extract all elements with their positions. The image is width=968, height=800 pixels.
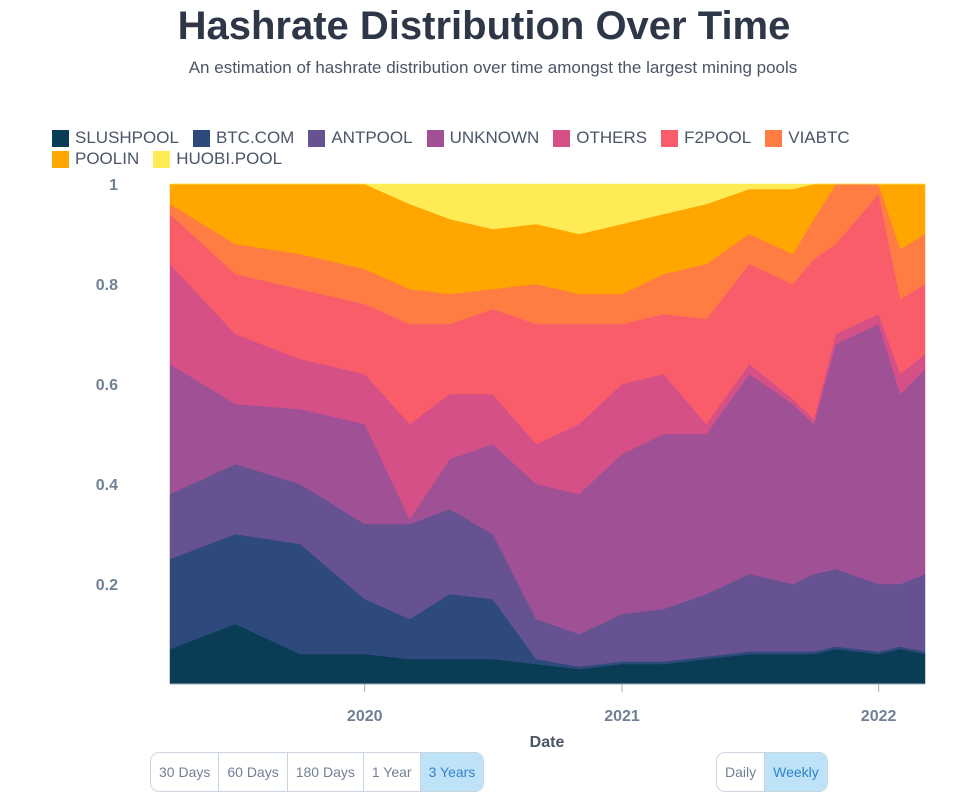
legend-item[interactable]: UNKNOWN <box>426 128 540 148</box>
interval-button-daily[interactable]: Daily <box>717 753 766 791</box>
legend-item[interactable]: OTHERS <box>553 128 647 148</box>
legend-item[interactable]: ANTPOOL <box>308 128 413 148</box>
y-tick-label: 0.8 <box>96 277 118 294</box>
legend-swatch <box>153 150 171 168</box>
x-tick-label: 2021 <box>604 708 640 725</box>
legend-swatch <box>308 129 326 147</box>
legend-swatch <box>192 129 210 147</box>
legend-swatch <box>52 150 69 168</box>
legend-label: BTC.COM <box>215 128 295 147</box>
legend-item[interactable]: BTC.COM <box>192 128 295 148</box>
legend-label: UNKNOWN <box>449 128 540 147</box>
legend-swatch <box>765 129 783 147</box>
range-button-3-years[interactable]: 3 Years <box>420 753 484 791</box>
chart-legend: SLUSHPOOL BTC.COM ANTPOOL UNKNOWN OTHERS F2PO… <box>52 128 872 169</box>
legend-swatch <box>553 129 571 147</box>
legend-label: POOLIN <box>75 149 140 168</box>
legend-item[interactable]: VIABTC <box>765 128 850 148</box>
legend-label: F2POOL <box>684 128 752 147</box>
range-selector: 30 Days 60 Days 180 Days 1 Year 3 Years <box>150 752 485 792</box>
legend-label: ANTPOOL <box>331 128 413 147</box>
legend-label: SLUSHPOOL <box>75 128 179 147</box>
legend-label: VIABTC <box>788 128 850 147</box>
legend-item[interactable]: POOLIN <box>52 149 139 169</box>
interval-button-weekly[interactable]: Weekly <box>765 753 827 791</box>
area-huobi-pool[interactable] <box>170 183 925 235</box>
range-button-30-days[interactable]: 30 Days <box>151 753 220 791</box>
legend-swatch <box>426 129 444 147</box>
interval-selector: Daily Weekly <box>716 752 828 792</box>
page-subtitle: An estimation of hashrate distribution o… <box>188 58 798 77</box>
x-axis-title: Date <box>530 734 565 750</box>
legend-label: OTHERS <box>576 128 648 147</box>
hashrate-chart: 0.2 0.4 0.6 0.8 1 2020 2021 2022 Date <box>96 177 926 750</box>
legend-swatch <box>661 129 679 147</box>
legend-item[interactable]: F2POOL <box>661 128 751 148</box>
page-title: Hashrate Distribution Over Time <box>177 4 791 48</box>
range-button-180-days[interactable]: 180 Days <box>287 753 364 791</box>
y-tick-label: 1 <box>109 177 118 194</box>
legend-swatch <box>52 129 69 147</box>
legend-label: HUOBI.POOL <box>176 149 283 168</box>
range-button-60-days[interactable]: 60 Days <box>219 753 288 791</box>
y-tick-label: 0.6 <box>96 377 118 394</box>
y-tick-label: 0.2 <box>96 577 118 594</box>
x-tick-label: 2022 <box>861 708 897 725</box>
legend-item[interactable]: SLUSHPOOL <box>52 128 179 148</box>
y-tick-label: 0.4 <box>96 477 118 494</box>
x-tick-label: 2020 <box>347 708 383 725</box>
legend-item[interactable]: HUOBI.POOL <box>153 149 282 169</box>
range-button-1-year[interactable]: 1 Year <box>363 753 421 791</box>
